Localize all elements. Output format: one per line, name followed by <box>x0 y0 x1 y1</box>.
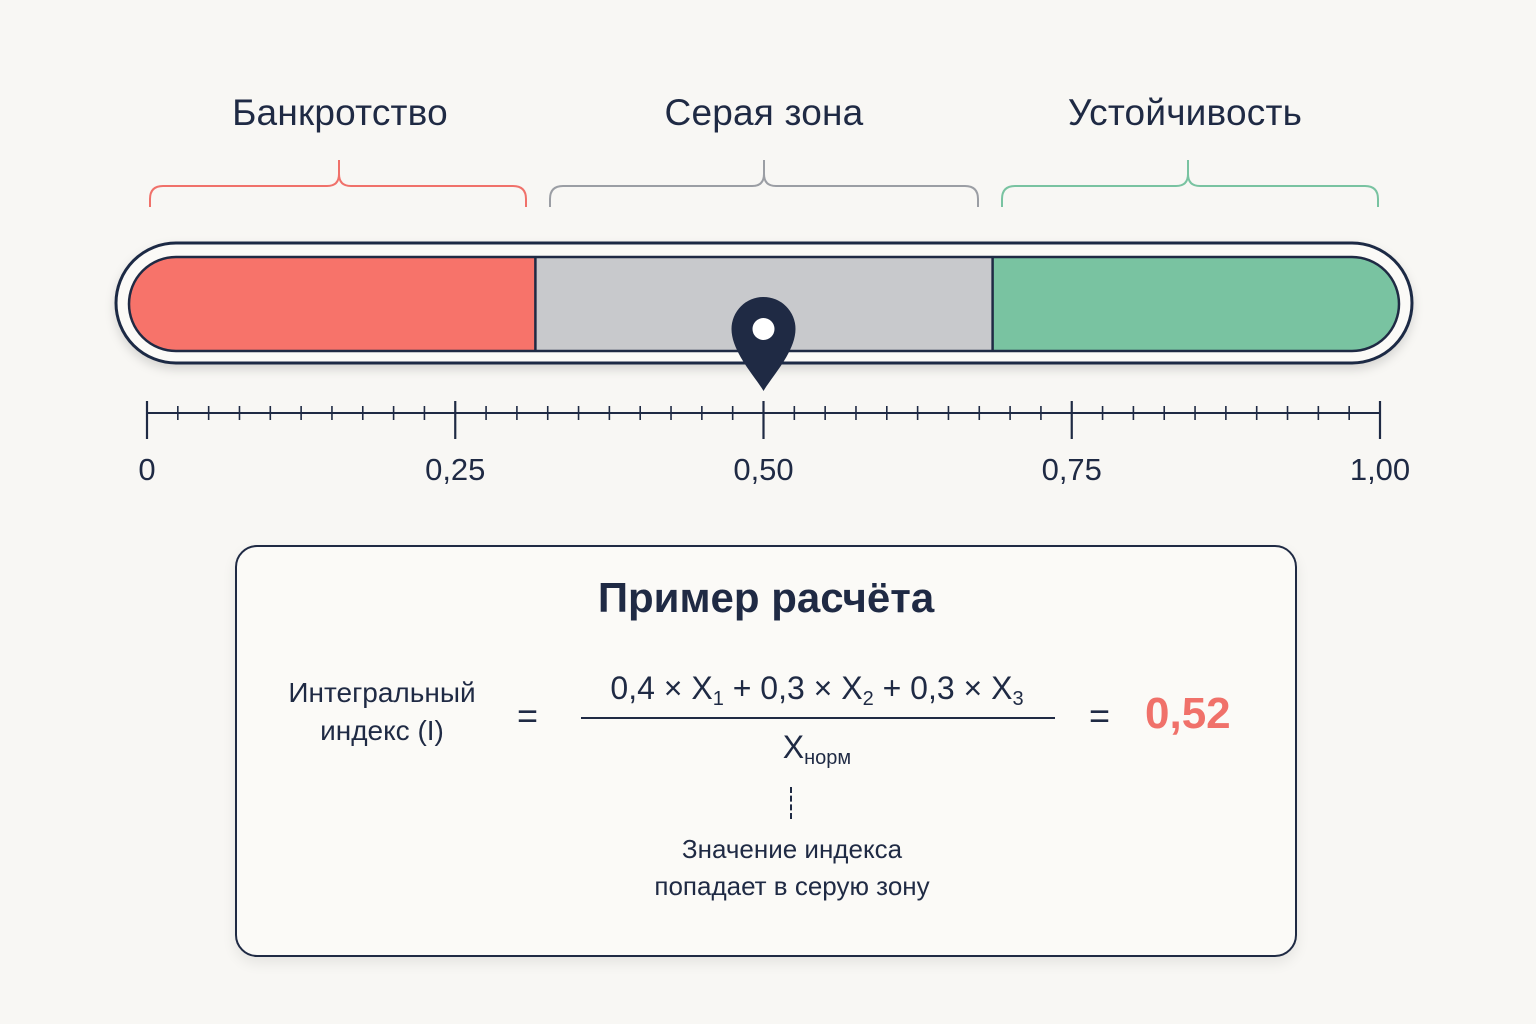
result-value: 0,52 <box>1145 689 1231 738</box>
tick-label: 0,75 <box>1041 452 1102 487</box>
bracket-bankruptcy <box>149 160 527 207</box>
zone-segment-0 <box>129 257 536 351</box>
zone-label-gray: Серая зона <box>664 92 864 133</box>
scale-diagram <box>114 160 1414 439</box>
axis <box>145 401 1382 439</box>
bracket-stable <box>1001 160 1379 207</box>
equals-sign-right: = <box>1089 695 1111 736</box>
zone-segment-2 <box>992 257 1399 351</box>
integral-index-label: Интегральный индекс (I) <box>288 677 476 746</box>
formula-denominator: Xнорм <box>782 729 852 769</box>
tick-label: 1,00 <box>1349 452 1411 487</box>
equals-sign-left: = <box>517 695 539 736</box>
fraction-line <box>581 717 1055 719</box>
example-card: Пример расчёта Интегральный индекс (I) =… <box>235 545 1297 957</box>
bracket-gray <box>549 160 979 207</box>
formula-numerator: 0,4 × X1 + 0,3 × X2 + 0,3 × X3 <box>610 670 1024 710</box>
tick-label: 0,50 <box>733 452 794 487</box>
result-note: Значение индекса попадает в серую зону <box>654 834 930 901</box>
zone-label-bankruptcy: Банкротство <box>232 92 448 133</box>
dashed-connector <box>790 787 792 819</box>
zone-label-stable: Устойчивость <box>1067 92 1303 133</box>
tick-label: 0 <box>138 452 156 487</box>
map-pin-icon <box>731 297 796 391</box>
tick-label: 0,25 <box>425 452 486 487</box>
example-title: Пример расчёта <box>597 574 935 621</box>
